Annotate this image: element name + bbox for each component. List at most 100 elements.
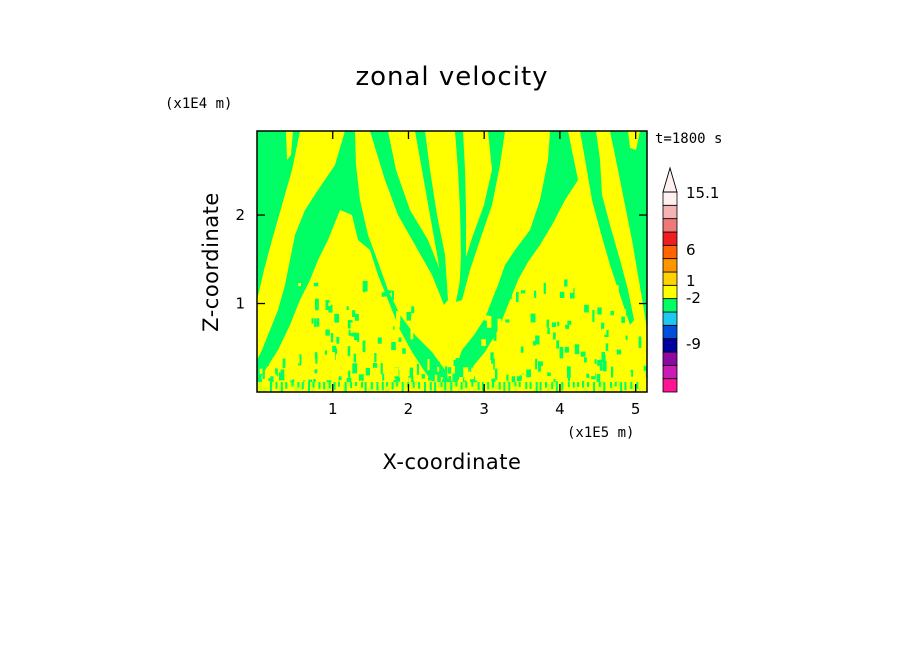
surface-cell — [465, 382, 468, 388]
turbulence-cell — [367, 313, 371, 322]
surface-cell — [567, 382, 570, 388]
turbulence-cell — [565, 324, 569, 329]
chart-title: zonal velocity — [355, 62, 548, 92]
turbulence-cell — [370, 336, 374, 343]
turbulence-cell — [305, 312, 309, 316]
turbulence-cell — [533, 290, 537, 298]
turbulence-cell — [273, 362, 276, 366]
surface-cell — [555, 382, 558, 392]
turbulence-cell — [380, 363, 383, 375]
turbulence-cell — [316, 318, 320, 327]
turbulence-cell — [315, 298, 319, 311]
turbulence-cell — [557, 321, 560, 327]
turbulence-cell — [314, 318, 317, 328]
turbulence-cell — [542, 374, 547, 386]
turbulence-cell — [538, 361, 541, 372]
turbulence-cell — [335, 354, 339, 363]
turbulence-cell — [521, 374, 527, 383]
surface-cell — [587, 382, 589, 387]
turbulence-cell — [567, 366, 571, 378]
turbulence-cell — [396, 311, 401, 321]
turbulence-cell — [495, 291, 499, 300]
turbulence-cell — [407, 294, 413, 301]
surface-cell — [477, 382, 480, 390]
surface-cell — [450, 382, 453, 391]
y-tick-label: 1 — [235, 295, 245, 313]
turbulence-cell — [377, 376, 382, 382]
colorbar-swatch — [662, 258, 678, 273]
turbulence-cell — [286, 372, 290, 380]
turbulence-cell — [625, 310, 629, 316]
turbulence-cell — [559, 283, 563, 294]
turbulence-cell — [437, 366, 440, 372]
turbulence-cell — [546, 348, 551, 355]
turbulence-cell — [592, 364, 595, 370]
colorbar-swatch — [662, 351, 678, 366]
turbulence-cell — [616, 285, 619, 293]
turbulence-cell — [336, 336, 340, 344]
surface-cell — [275, 382, 278, 389]
turbulence-cell — [566, 335, 571, 340]
turbulence-cell — [588, 296, 593, 302]
turbulence-cell — [275, 368, 278, 375]
y-axis: 12 — [235, 206, 647, 313]
turbulence-cell — [590, 348, 594, 360]
turbulence-cell — [520, 346, 524, 353]
turbulence-cell — [445, 366, 448, 377]
colorbar-label: 6 — [686, 241, 696, 259]
surface-cell — [333, 382, 336, 390]
turbulence-cell — [597, 343, 600, 350]
turbulence-cell — [395, 331, 400, 343]
surface-cell — [429, 382, 432, 391]
turbulence-cell — [297, 362, 302, 366]
turbulence-cell — [408, 377, 412, 386]
turbulence-cell — [487, 368, 490, 375]
turbulence-cell — [494, 278, 497, 282]
surface-cell — [529, 382, 532, 389]
surface-cell — [308, 382, 310, 392]
turbulence-cell — [556, 340, 560, 349]
surface-cell — [481, 382, 484, 391]
surface-cell — [434, 382, 437, 392]
turbulence-cell — [518, 367, 522, 378]
colorbar-swatch — [662, 271, 678, 286]
x-tick-label: 4 — [555, 400, 565, 418]
turbulence-cell — [344, 314, 348, 324]
turbulence-cell — [608, 345, 613, 352]
turbulence-cell — [597, 307, 602, 315]
turbulence-cell — [298, 283, 301, 287]
colorbar-swatch — [662, 204, 678, 220]
turbulence-cell — [489, 363, 494, 372]
turbulence-cell — [616, 324, 621, 328]
turbulence-cell — [611, 347, 615, 356]
turbulence-cell — [355, 313, 359, 321]
turbulence-cell — [461, 359, 464, 364]
plume-left — [257, 131, 345, 360]
turbulence-cell — [325, 299, 330, 310]
turbulence-cell — [330, 333, 334, 343]
turbulence-cell — [268, 378, 272, 382]
turbulence-cell — [297, 357, 300, 364]
colorbar-swatch — [662, 218, 678, 233]
turbulence-cell — [396, 316, 401, 328]
turbulence-cell — [474, 375, 478, 387]
turbulence-cell — [353, 353, 357, 363]
turbulence-cell — [470, 379, 475, 384]
surface-cell — [401, 382, 404, 392]
surface-cell — [455, 382, 458, 387]
surface-cell — [545, 382, 547, 388]
surface-cell — [620, 382, 623, 392]
surface-cell — [598, 382, 601, 387]
turbulence-cell — [551, 368, 555, 378]
turbulence-cell — [615, 333, 618, 342]
turbulence-cell — [582, 319, 587, 323]
turbulence-cell — [568, 373, 570, 382]
plume-streak — [456, 131, 505, 302]
turbulence-cell — [481, 339, 486, 346]
surface-cell — [344, 382, 347, 392]
x-tick-label: 3 — [479, 400, 489, 418]
turbulence-cell — [535, 358, 538, 370]
colorbar-swatch — [662, 364, 678, 379]
colorbar-extension-arrow — [662, 166, 678, 193]
turbulence-cell — [625, 377, 628, 386]
